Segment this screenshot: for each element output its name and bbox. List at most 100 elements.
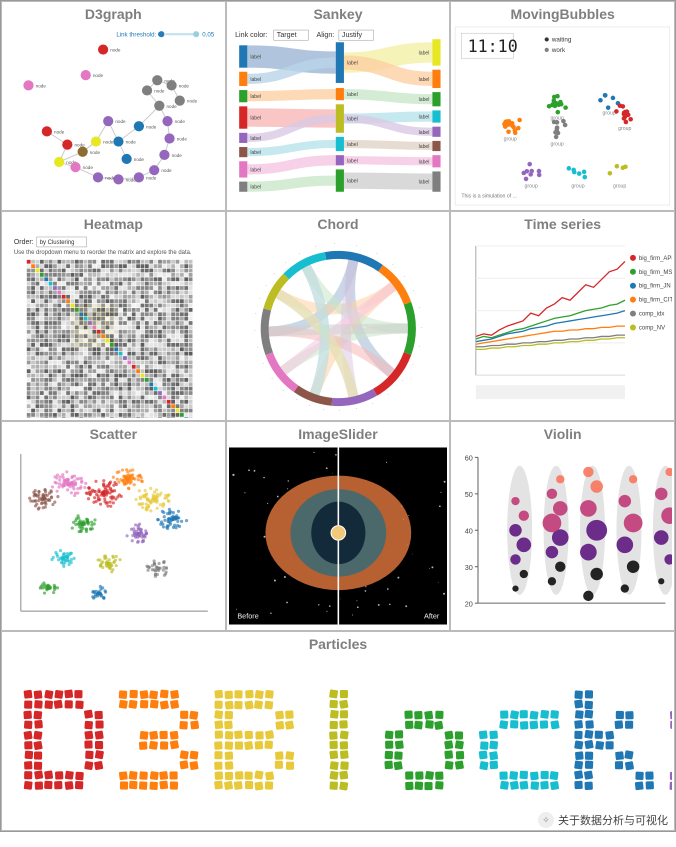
svg-text:This is a simulation of ...: This is a simulation of ... (462, 194, 518, 200)
svg-text:node: node (146, 124, 157, 129)
svg-text:·: · (421, 325, 423, 330)
svg-text:node: node (187, 99, 198, 104)
svg-text:label: label (250, 94, 261, 100)
svg-text:label: label (418, 130, 429, 136)
svg-text:work: work (551, 47, 566, 54)
title-movingbubbles: MovingBubbles (511, 6, 615, 22)
thumb-sankey: Link color:TargetAlign:Justifylabellabel… (229, 24, 448, 208)
thumb-d3graph: Link threshold: 00.05nodenodenodenodenod… (4, 24, 223, 208)
svg-text:node: node (177, 137, 188, 142)
cell-movingbubbles: MovingBubbles 11:10waitingworkgroupgroup… (450, 1, 675, 211)
svg-text:·: · (283, 389, 285, 394)
svg-text:·: · (256, 346, 258, 351)
svg-text:waiting: waiting (551, 37, 572, 44)
svg-text:·: · (314, 245, 316, 250)
svg-text:·: · (262, 362, 264, 367)
thumb-imageslider: BeforeAfter (229, 444, 448, 628)
thumb-heatmap: Order: by Clustering Use the dropdown menu… (4, 234, 223, 418)
title-d3graph: D3graph (85, 6, 142, 22)
svg-text:60: 60 (465, 454, 473, 463)
svg-text:label: label (250, 150, 261, 156)
svg-text:by Clustering: by Clustering (40, 240, 75, 246)
svg-text:·: · (284, 261, 286, 266)
thumb-chord: ······························ (229, 234, 448, 418)
svg-text:·: · (254, 329, 256, 334)
cell-timeseries: Time series big_firm_APR big_firm_MSF big_… (450, 211, 675, 421)
svg-text:·: · (387, 393, 389, 398)
svg-text:group: group (572, 183, 585, 189)
svg-text:label: label (418, 180, 429, 186)
svg-text:·: · (338, 409, 340, 414)
svg-text:·: · (401, 379, 403, 384)
svg-text:node: node (90, 150, 101, 155)
svg-text:big_firm_MSF: big_firm_MSF (639, 270, 672, 276)
svg-text:node: node (175, 119, 186, 124)
svg-text:·: · (334, 242, 336, 247)
svg-text:20: 20 (465, 599, 473, 608)
svg-text:group: group (551, 142, 564, 148)
svg-text:group: group (603, 110, 616, 116)
svg-text:Link color:: Link color: (235, 31, 267, 39)
title-sankey: Sankey (313, 6, 362, 22)
svg-text:comp_idx: comp_idx (639, 312, 665, 318)
svg-text:label: label (250, 185, 261, 191)
svg-text:30: 30 (465, 563, 473, 572)
svg-text:label: label (418, 97, 429, 103)
title-violin: Violin (544, 426, 582, 442)
svg-text:·: · (412, 289, 414, 294)
title-particles: Particles (309, 636, 367, 652)
title-scatter: Scatter (90, 426, 137, 442)
svg-text:label: label (347, 142, 358, 148)
svg-text:label: label (418, 77, 429, 83)
cell-scatter: Scatter (1, 421, 226, 631)
svg-text:label: label (347, 117, 358, 123)
svg-text:label: label (418, 115, 429, 121)
svg-text:label: label (347, 158, 358, 164)
svg-text:group: group (619, 126, 632, 132)
svg-text:node: node (179, 83, 190, 88)
svg-text:node: node (115, 119, 126, 124)
svg-text:0.05: 0.05 (202, 31, 215, 38)
svg-text:·: · (412, 363, 414, 368)
thumb-violin: 20 30 40 50 60 (453, 444, 672, 628)
svg-text:group: group (525, 183, 538, 189)
svg-text:group: group (504, 136, 517, 142)
svg-text:label: label (418, 50, 429, 56)
svg-text:Align:: Align: (316, 31, 334, 39)
svg-text:·: · (271, 376, 273, 381)
svg-text:40: 40 (465, 526, 473, 535)
svg-text:Before: Before (237, 611, 258, 620)
svg-text:Use the dropdown menu to reord: Use the dropdown menu to reorder the mat… (14, 250, 192, 256)
svg-text:label: label (250, 136, 261, 142)
svg-text:node: node (103, 140, 114, 145)
title-timeseries: Time series (524, 216, 601, 232)
svg-text:·: · (355, 407, 357, 412)
cell-imageslider: ImageSlider BeforeAfter (226, 421, 451, 631)
thumb-particles (4, 654, 672, 828)
cell-d3graph: D3graph Link threshold: 00.05nodenodenod… (1, 1, 226, 211)
svg-text:·: · (273, 272, 275, 277)
svg-text:·: · (299, 251, 301, 256)
cell-chord: Chord ······························ (226, 211, 451, 421)
svg-text:group: group (613, 183, 626, 189)
svg-text:label: label (250, 116, 261, 122)
svg-text:node: node (110, 48, 121, 53)
thumb-scatter (4, 444, 223, 628)
cell-violin: Violin 20 30 40 50 60 (450, 421, 675, 631)
svg-text:big_firm_JN: big_firm_JN (639, 284, 671, 290)
svg-text:node: node (134, 157, 145, 162)
svg-text:·: · (255, 312, 257, 317)
svg-text:big_firm_CITR: big_firm_CITR (639, 298, 672, 304)
svg-text:Order:: Order: (14, 239, 34, 246)
chart-gallery-grid: D3graph Link threshold: 00.05nodenodenod… (0, 0, 676, 832)
svg-text:big_firm_APR: big_firm_APR (639, 256, 672, 262)
svg-text:·: · (265, 284, 267, 289)
svg-text:node: node (83, 165, 94, 170)
svg-text:label: label (250, 55, 261, 61)
svg-text:label: label (250, 167, 261, 173)
svg-text:label: label (347, 179, 358, 185)
svg-text:50: 50 (465, 490, 473, 499)
svg-text:Justify: Justify (342, 31, 363, 39)
svg-text:node: node (161, 168, 172, 173)
svg-text:·: · (403, 275, 405, 280)
